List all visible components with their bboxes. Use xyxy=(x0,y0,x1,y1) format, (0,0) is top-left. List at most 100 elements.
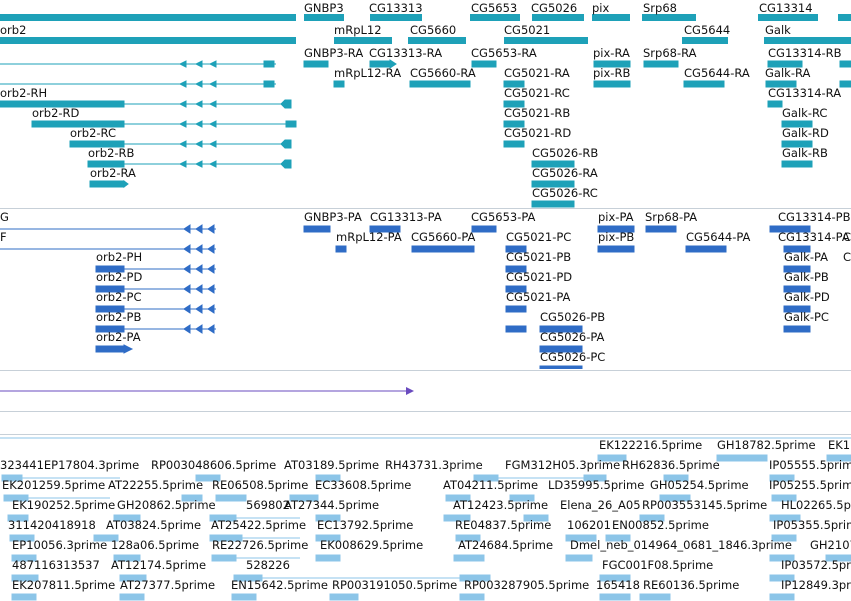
gene-label[interactable]: CG5653 xyxy=(471,1,518,15)
transcript-label[interactable]: GNBP3-RA xyxy=(304,46,364,60)
est-label[interactable]: Dmel_neb_014964_0681_1846.3prime xyxy=(570,538,792,552)
protein-label[interactable]: Galk-PA xyxy=(784,250,829,264)
est-label[interactable]: EK207811.5prime xyxy=(12,578,116,592)
protein-label[interactable]: C xyxy=(843,230,851,244)
gene-label[interactable]: CG13313 xyxy=(369,1,423,15)
protein-label[interactable]: orb2-PD xyxy=(96,270,143,284)
transcript-label[interactable]: Srp68-RA xyxy=(643,46,697,60)
est-label[interactable]: 569802 xyxy=(246,498,290,512)
protein-label[interactable]: CG5026-PC xyxy=(540,350,606,364)
transcript-label[interactable]: orb2-RD xyxy=(32,106,80,120)
transcript-label[interactable]: CG5021-RB xyxy=(504,106,571,120)
est-label[interactable]: EN00852.5prime xyxy=(612,518,709,532)
protein-label[interactable]: CG13314-PB xyxy=(778,210,851,224)
est-label[interactable]: 106201 xyxy=(567,518,611,532)
gene-bar[interactable] xyxy=(408,37,466,44)
protein-label[interactable]: CG5644-PA xyxy=(686,230,751,244)
transcript-label[interactable]: CG5026-RC xyxy=(532,186,598,200)
est-label[interactable]: AT12423.5prime xyxy=(453,498,549,512)
protein-label[interactable]: CG5026-PA xyxy=(540,330,605,344)
gene-label[interactable]: pix xyxy=(592,1,610,15)
transcript-label[interactable]: orb2-RA xyxy=(90,166,136,180)
est-label[interactable]: GH18782.5prime xyxy=(717,438,816,452)
transcript-label[interactable]: pix-RA xyxy=(593,46,630,60)
transcript-glyphs[interactable] xyxy=(0,48,851,208)
est-label[interactable]: GH20862.5prime xyxy=(117,498,216,512)
gene-bar[interactable] xyxy=(370,14,422,21)
gene-label[interactable]: orb2 xyxy=(0,23,27,37)
protein-glyphs[interactable] xyxy=(0,209,851,369)
est-label[interactable]: AT24684.5prime xyxy=(458,538,554,552)
gene-bar[interactable] xyxy=(642,14,696,21)
gene-label[interactable]: CG5026 xyxy=(531,1,578,15)
est-label[interactable]: RE22726.5prime xyxy=(212,538,309,552)
est-label[interactable]: FGM312H05.3prime xyxy=(505,458,621,472)
est-label[interactable]: AT27377.5prime xyxy=(120,578,216,592)
protein-label[interactable]: CG5660-PA xyxy=(411,230,476,244)
protein-label[interactable]: orb2-PH xyxy=(96,250,143,264)
est-label[interactable]: IP05255.5prime xyxy=(769,478,851,492)
est-label[interactable]: Elena_26_A05 xyxy=(560,498,641,512)
gene-label[interactable]: CG13314 xyxy=(759,1,813,15)
est-label[interactable]: EC33608.5prime xyxy=(315,478,412,492)
gene-bar[interactable] xyxy=(470,14,520,21)
est-label[interactable]: 311420418918 xyxy=(8,518,96,532)
transcript-label[interactable]: orb2-RB xyxy=(88,146,135,160)
protein-label[interactable]: orb2-PC xyxy=(96,290,142,304)
est-label[interactable]: IP05355.5prime xyxy=(773,518,851,532)
est-label[interactable]: EK008629.5prime xyxy=(320,538,424,552)
est-label[interactable]: RH62836.5prime xyxy=(622,458,720,472)
est-label[interactable]: 487116313537 xyxy=(12,558,100,572)
protein-label[interactable]: pix-PA xyxy=(598,210,634,224)
est-label[interactable]: GH05254.5prime xyxy=(650,478,749,492)
est-label[interactable]: AT03824.5prime xyxy=(106,518,202,532)
est-label[interactable]: AT22255.5prime xyxy=(108,478,204,492)
transcript-label[interactable]: CG5021-RC xyxy=(504,86,570,100)
est-label[interactable]: LD35995.5prime xyxy=(548,478,645,492)
est-label[interactable]: 323441EP17804.3prime xyxy=(0,458,140,472)
est-label[interactable]: 528226 xyxy=(246,558,290,572)
est-label[interactable]: EK1 xyxy=(828,438,851,452)
est-label[interactable]: HL02265.5prime xyxy=(781,498,851,512)
protein-label[interactable]: Galk-PD xyxy=(784,290,830,304)
est-label[interactable]: 128a06.5prime xyxy=(111,538,200,552)
protein-label[interactable]: pix-PB xyxy=(598,230,635,244)
transcript-label[interactable]: CG5026-RB xyxy=(532,146,599,160)
protein-label[interactable]: CG5021-PB xyxy=(506,250,572,264)
protein-label[interactable]: mRpL12-PA xyxy=(336,230,402,244)
protein-label[interactable]: CG5021-PD xyxy=(506,270,573,284)
est-label[interactable]: AT27344.5prime xyxy=(284,498,380,512)
est-label[interactable]: IP12849.3prime xyxy=(781,578,851,592)
gene-bar[interactable] xyxy=(334,37,392,44)
est-label[interactable]: RP003191050.5prime xyxy=(332,578,458,592)
est-label[interactable]: RE06508.5prime xyxy=(212,478,309,492)
protein-label[interactable]: CG13313-PA xyxy=(370,210,442,224)
transcript-label[interactable]: CG5026-RA xyxy=(532,166,598,180)
transcript-label[interactable]: pix-RB xyxy=(593,66,631,80)
gene-bar[interactable] xyxy=(0,14,296,21)
gene-label[interactable]: CG5021 xyxy=(504,23,551,37)
protein-label[interactable]: G xyxy=(0,210,9,224)
transcript-label[interactable]: Galk-RB xyxy=(782,146,828,160)
est-label[interactable]: EK201259.5prime xyxy=(2,478,106,492)
gene-label[interactable]: mRpL12 xyxy=(334,23,382,37)
transcript-label[interactable]: CG5021-RA xyxy=(504,66,570,80)
feature-arrow[interactable] xyxy=(0,371,851,411)
est-label[interactable]: RE04837.5prime xyxy=(455,518,552,532)
protein-label[interactable]: orb2-PA xyxy=(96,330,141,344)
est-label[interactable]: RP003048606.5prime xyxy=(151,458,277,472)
protein-label[interactable]: CG5021-PA xyxy=(506,290,571,304)
gene-bar[interactable] xyxy=(758,14,818,21)
gene-bar[interactable] xyxy=(504,37,588,44)
protein-label[interactable]: GNBP3-PA xyxy=(304,210,362,224)
transcript-label[interactable]: orb2-RC xyxy=(70,126,116,140)
gene-bar[interactable] xyxy=(682,37,728,44)
gene-label[interactable]: Galk xyxy=(765,23,791,37)
protein-label[interactable]: orb2-PB xyxy=(96,310,142,324)
est-label[interactable]: AT12174.5prime xyxy=(111,558,207,572)
transcript-label[interactable]: CG13314-RB xyxy=(768,46,842,60)
transcript-label[interactable]: mRpL12-RA xyxy=(334,66,402,80)
est-label[interactable]: RP003553145.5prime xyxy=(642,498,768,512)
protein-label[interactable]: CG5653-PA xyxy=(471,210,536,224)
transcript-label[interactable]: CG5660-RA xyxy=(410,66,476,80)
